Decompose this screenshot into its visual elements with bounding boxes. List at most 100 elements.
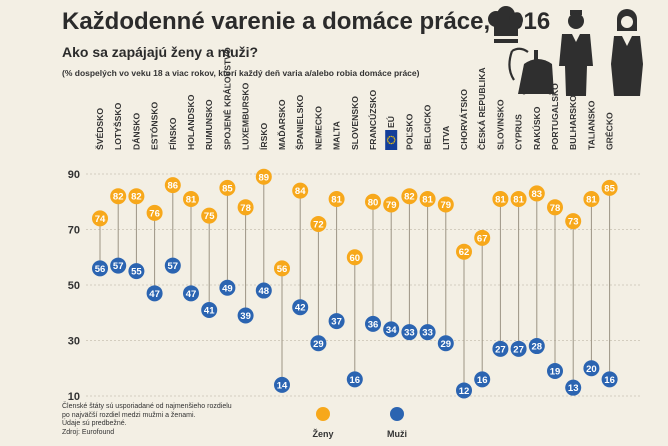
men-dot (510, 340, 527, 357)
women-dot (547, 199, 563, 216)
women-value-label: 60 (350, 253, 361, 264)
women-dot (528, 185, 545, 202)
men-value-label: 14 (277, 380, 288, 391)
men-value-label: 36 (368, 319, 379, 330)
women-dot (601, 179, 618, 196)
category-label: ESTÓNSKO (149, 101, 160, 150)
man-figure-icon (559, 10, 593, 96)
category-label: MAĎARSKO (276, 99, 287, 150)
men-dot (201, 301, 218, 318)
category-label: TALIANSKO (586, 100, 596, 150)
men-dot (547, 363, 563, 380)
category-label: EÚ (385, 116, 396, 128)
illustration (488, 6, 643, 96)
women-dot (110, 188, 127, 205)
women-value-label: 81 (495, 194, 506, 205)
men-value-label: 42 (295, 303, 306, 314)
men-value-label: 27 (495, 344, 506, 355)
women-dot (255, 168, 272, 185)
men-dot (565, 379, 582, 396)
men-dot (492, 340, 509, 357)
men-dot (401, 324, 418, 341)
women-value-label: 80 (368, 197, 379, 208)
category-label: LOTYŠSKO (112, 102, 123, 150)
women-value-label: 73 (568, 217, 579, 228)
women-dot (310, 215, 327, 232)
women-value-label: 81 (513, 194, 524, 205)
women-value-label: 81 (186, 194, 197, 205)
men-value-label: 37 (331, 317, 342, 328)
men-value-label: 29 (313, 339, 324, 350)
women-value-label: 82 (113, 192, 124, 203)
footnote-3: Údaje sú predbežné. (62, 420, 127, 428)
women-value-label: 67 (477, 233, 488, 244)
footnote-4: Zdroj: Eurofound (62, 428, 115, 436)
men-dot (92, 260, 108, 277)
men-value-label: 29 (441, 339, 452, 350)
men-value-label: 39 (240, 311, 251, 322)
women-value-label: 89 (259, 172, 270, 183)
women-dot (237, 199, 254, 216)
women-dot (565, 213, 582, 230)
legend-men-swatch (390, 407, 404, 421)
women-dot (437, 196, 454, 213)
men-dot (474, 371, 491, 388)
women-value-label: 74 (95, 214, 106, 225)
men-value-label: 48 (259, 286, 270, 297)
men-dot (383, 321, 400, 338)
men-dot (237, 307, 254, 324)
men-value-label: 56 (95, 264, 106, 275)
women-dot (274, 260, 290, 277)
men-value-label: 47 (186, 289, 197, 300)
men-dot (292, 299, 309, 316)
y-tick-label: 10 (68, 391, 80, 403)
women-value-label: 62 (459, 247, 470, 258)
footnote-2: po najväčší rozdiel medzi mužmi a ženami… (62, 411, 196, 419)
women-dot (383, 196, 400, 213)
men-value-label: 16 (604, 375, 615, 386)
legend-men-label: Muži (387, 429, 407, 439)
women-value-label: 81 (331, 194, 342, 205)
men-value-label: 28 (532, 342, 543, 353)
women-dot (201, 207, 218, 224)
category-label: SLOVENSKO (350, 96, 360, 150)
category-label: RAKÚSKO (531, 106, 542, 150)
category-label: LITVA (441, 126, 451, 150)
men-dot (346, 371, 363, 388)
women-dot (492, 190, 509, 207)
men-value-label: 34 (386, 325, 397, 336)
men-value-label: 55 (131, 267, 142, 278)
y-tick-label: 50 (68, 280, 80, 292)
woman-figure-icon (611, 9, 643, 96)
men-dot (419, 324, 436, 341)
men-dot (583, 360, 600, 377)
men-dot (274, 376, 290, 393)
category-label: ČESKÁ REPUBLIKA (476, 67, 487, 150)
category-label: FÍNSKO (168, 117, 178, 150)
men-dot (528, 338, 545, 355)
women-dot (328, 190, 345, 207)
category-label: HOLANDSKO (186, 94, 196, 150)
y-tick-label: 70 (68, 225, 80, 237)
men-dot (219, 279, 236, 296)
women-value-label: 85 (222, 183, 233, 194)
footnotes: Členské štáty sú usporiadané od najmenši… (62, 403, 232, 437)
men-dot (601, 371, 618, 388)
women-dot (128, 188, 145, 205)
category-label: SPOJENÉ KRÁĽOVSTVO (222, 47, 232, 150)
women-value-label: 84 (295, 186, 306, 197)
women-value-label: 76 (149, 208, 160, 219)
eu-flag-icon (385, 130, 398, 150)
category-label: GRÉCKO (605, 112, 615, 150)
men-value-label: 33 (422, 328, 433, 339)
men-value-label: 57 (113, 261, 124, 272)
women-value-label: 79 (441, 200, 452, 211)
women-dot (401, 188, 418, 205)
women-value-label: 81 (422, 194, 433, 205)
category-label: BELGICKO (423, 104, 433, 150)
men-dot (328, 313, 345, 330)
men-dot (365, 315, 381, 332)
category-label: SLOVINSKO (495, 99, 505, 150)
legend-women-label: Ženy (312, 428, 333, 439)
